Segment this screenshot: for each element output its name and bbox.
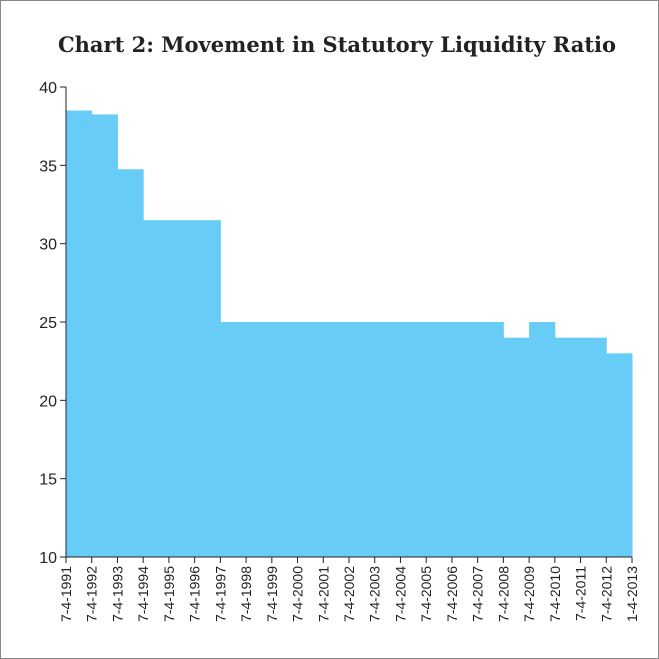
x-tick-label: 7-4-2004 bbox=[392, 566, 408, 622]
x-tick-label: 7-4-2011 bbox=[573, 566, 589, 621]
x-tick-label: 7-4-2002 bbox=[341, 566, 357, 622]
x-tick-label: 7-4-2000 bbox=[290, 566, 306, 622]
area-step bbox=[426, 322, 453, 557]
area-step bbox=[554, 337, 582, 557]
x-tick-label: 7-4-1995 bbox=[161, 566, 177, 622]
y-tick-label: 10 bbox=[39, 550, 57, 567]
x-tick-label: 7-4-1991 bbox=[58, 566, 74, 622]
area-step bbox=[168, 220, 196, 557]
area-step bbox=[606, 353, 633, 557]
x-tick-label: 7-4-1999 bbox=[264, 566, 280, 622]
x-tick-label: 7-4-2001 bbox=[315, 566, 331, 622]
y-tick-label: 15 bbox=[39, 472, 57, 489]
area-step bbox=[477, 322, 504, 557]
area-step bbox=[374, 322, 401, 557]
area-step bbox=[451, 322, 479, 557]
x-tick-label: 7-4-1994 bbox=[135, 566, 151, 622]
y-tick-label: 35 bbox=[39, 158, 57, 175]
x-tick-label: 1-4-2013 bbox=[624, 566, 640, 622]
chart-title: Chart 2: Movement in Statutory Liquidity… bbox=[58, 32, 616, 57]
area-step bbox=[529, 322, 556, 557]
x-tick-label: 7-4-1997 bbox=[212, 566, 228, 622]
x-tick-label: 7-4-2003 bbox=[367, 566, 383, 622]
x-tick-label: 7-4-2008 bbox=[495, 566, 511, 622]
area-step bbox=[323, 322, 350, 557]
area-step bbox=[503, 337, 530, 557]
y-tick-label: 25 bbox=[39, 315, 57, 332]
x-tick-label: 7-4-2007 bbox=[470, 566, 486, 622]
x-tick-label: 7-4-2012 bbox=[598, 566, 614, 622]
area-step bbox=[631, 353, 632, 557]
area-step bbox=[246, 322, 273, 557]
area-step bbox=[297, 322, 324, 557]
x-tick-label: 7-4-2009 bbox=[521, 566, 537, 622]
area-step bbox=[220, 322, 247, 557]
y-tick-label: 20 bbox=[39, 393, 57, 410]
area-step bbox=[91, 114, 118, 558]
y-tick-label: 40 bbox=[39, 80, 57, 97]
area-step bbox=[194, 220, 221, 557]
area-step bbox=[271, 322, 299, 557]
area-step bbox=[143, 220, 170, 557]
x-tick-label: 7-4-2005 bbox=[418, 566, 434, 622]
area-step bbox=[117, 169, 144, 557]
x-tick-label: 7-4-2010 bbox=[547, 566, 563, 622]
x-tick-label: 7-4-1992 bbox=[84, 566, 100, 622]
x-tick-label: 7-4-2006 bbox=[444, 566, 460, 622]
x-tick-label: 7-4-1993 bbox=[109, 566, 125, 622]
x-tick-label: 7-4-1996 bbox=[187, 566, 203, 622]
area-step bbox=[580, 337, 607, 557]
y-tick-label: 30 bbox=[39, 237, 57, 254]
area-step bbox=[400, 322, 427, 557]
x-tick-label: 7-4-1998 bbox=[238, 566, 254, 622]
area-step bbox=[349, 322, 376, 557]
area-step bbox=[66, 110, 93, 557]
